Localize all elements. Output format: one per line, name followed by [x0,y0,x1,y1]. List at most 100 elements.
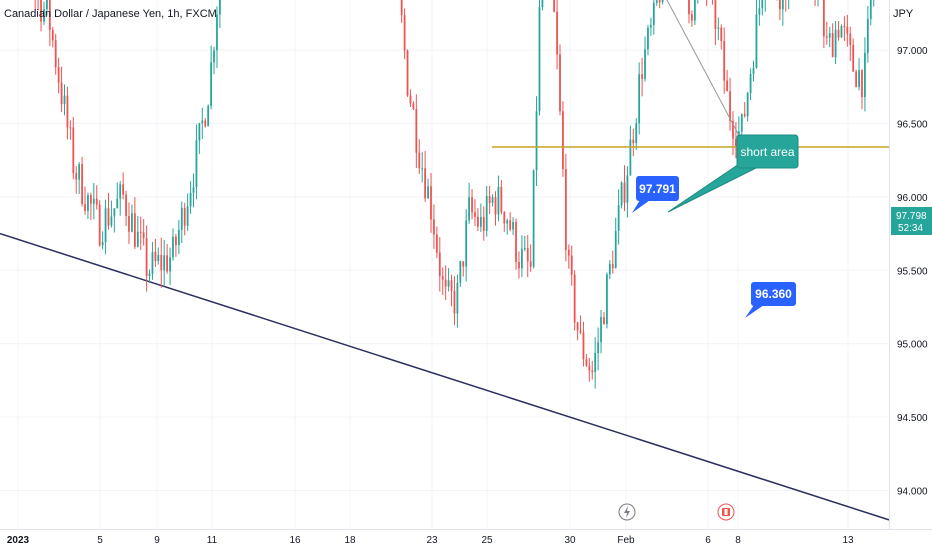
candle-body [459,261,462,283]
candle-body [66,95,69,128]
candle-body [732,120,734,139]
candle-body [172,236,174,258]
candle-body [635,123,638,144]
candle-body [166,255,169,272]
candle-body [54,40,57,68]
candle-body [825,36,828,38]
candle-body [145,238,148,276]
candle-body [424,168,427,199]
note-box [736,134,799,169]
note-text: short area [740,145,794,159]
time-tick-label: 11 [207,535,218,546]
candle-body [468,197,471,221]
countdown-timer: 52:34 [898,223,923,234]
candle-body [485,195,488,232]
candle-body [400,0,403,16]
candle-body [828,33,831,38]
candle-body [855,71,858,87]
candle-body [456,282,459,314]
candle-body [51,29,54,41]
candle-body [620,182,623,206]
candle-body [535,111,538,171]
entry-callout-box [636,176,679,201]
candle-body [529,261,532,267]
candle-body [474,212,476,217]
candle-body [523,247,526,250]
candle-body [433,219,435,235]
candle-body [661,0,664,3]
candle-body [494,197,497,215]
candle-body [92,198,95,204]
candle-body [638,74,641,124]
candle-body [758,8,761,15]
candle-body [532,170,535,267]
candle-body [157,255,160,262]
candle-body [726,80,729,92]
projection-line[interactable] [632,0,743,142]
candle-body [180,207,183,230]
candle-body [125,194,127,217]
entry-callout-pointer [632,200,650,213]
candle-body [693,0,696,21]
candle-body [594,353,597,372]
time-tick-label: 25 [481,535,493,546]
candle-body [169,257,171,272]
candle-body [591,370,594,372]
candle-body [101,242,104,246]
candle-body [864,52,866,98]
candle-body [518,262,520,269]
time-tick-label: 6 [705,535,711,546]
candle-body [582,332,585,360]
canada-flag-event-icon[interactable] [717,503,735,521]
time-axis[interactable]: 2023 5 9 11 16 18 23 25 30 Feb 6 8 13 [7,535,854,546]
lightning-event-icon[interactable] [618,503,636,521]
currency-label: JPY [893,8,914,20]
candle-body [98,204,101,246]
candle-body [658,0,661,3]
candle-body [409,95,412,104]
time-tick-label: 13 [842,535,854,546]
candle-body [714,0,717,29]
entry-price-callout[interactable]: 97.791 [632,176,679,213]
candle-body [749,74,752,94]
candle-body [89,195,92,204]
time-tick-label: 30 [564,535,576,546]
candle-body [837,29,840,38]
candle-body [403,15,406,51]
candle-body [69,127,72,129]
candle-body [649,25,652,28]
candle-body [506,220,509,224]
candle-body [641,74,643,79]
candle-body [204,120,207,127]
entry-price-label: 97.791 [639,182,676,196]
candle-body [444,279,447,287]
candle-body [78,164,81,180]
short-area-note[interactable]: short area [667,134,799,213]
candle-body [691,14,693,21]
time-tick-label: Feb [617,535,635,546]
candle-body [421,168,424,170]
trendline[interactable] [0,232,890,521]
candle-body [213,50,215,63]
candle-body [201,120,204,124]
candle-body [163,255,166,271]
candle-body [116,198,119,209]
candle-body [600,317,602,343]
candle-body [107,208,110,226]
price-axis[interactable]: 100.00099.50099.00098.50098.00097.50097.… [897,0,932,498]
candle-body [438,252,441,277]
candle-body [160,255,163,271]
candle-body [497,186,500,215]
time-tick-label: 23 [426,535,438,546]
candle-body [430,186,432,220]
candle-body [623,182,626,203]
candle-body [652,2,655,26]
candle-body [570,255,573,275]
candle-body [644,49,646,79]
candle-body [655,0,658,3]
candle-body [538,7,541,112]
target-price-callout[interactable]: 96.360 [745,282,796,318]
candle-body [629,139,632,176]
